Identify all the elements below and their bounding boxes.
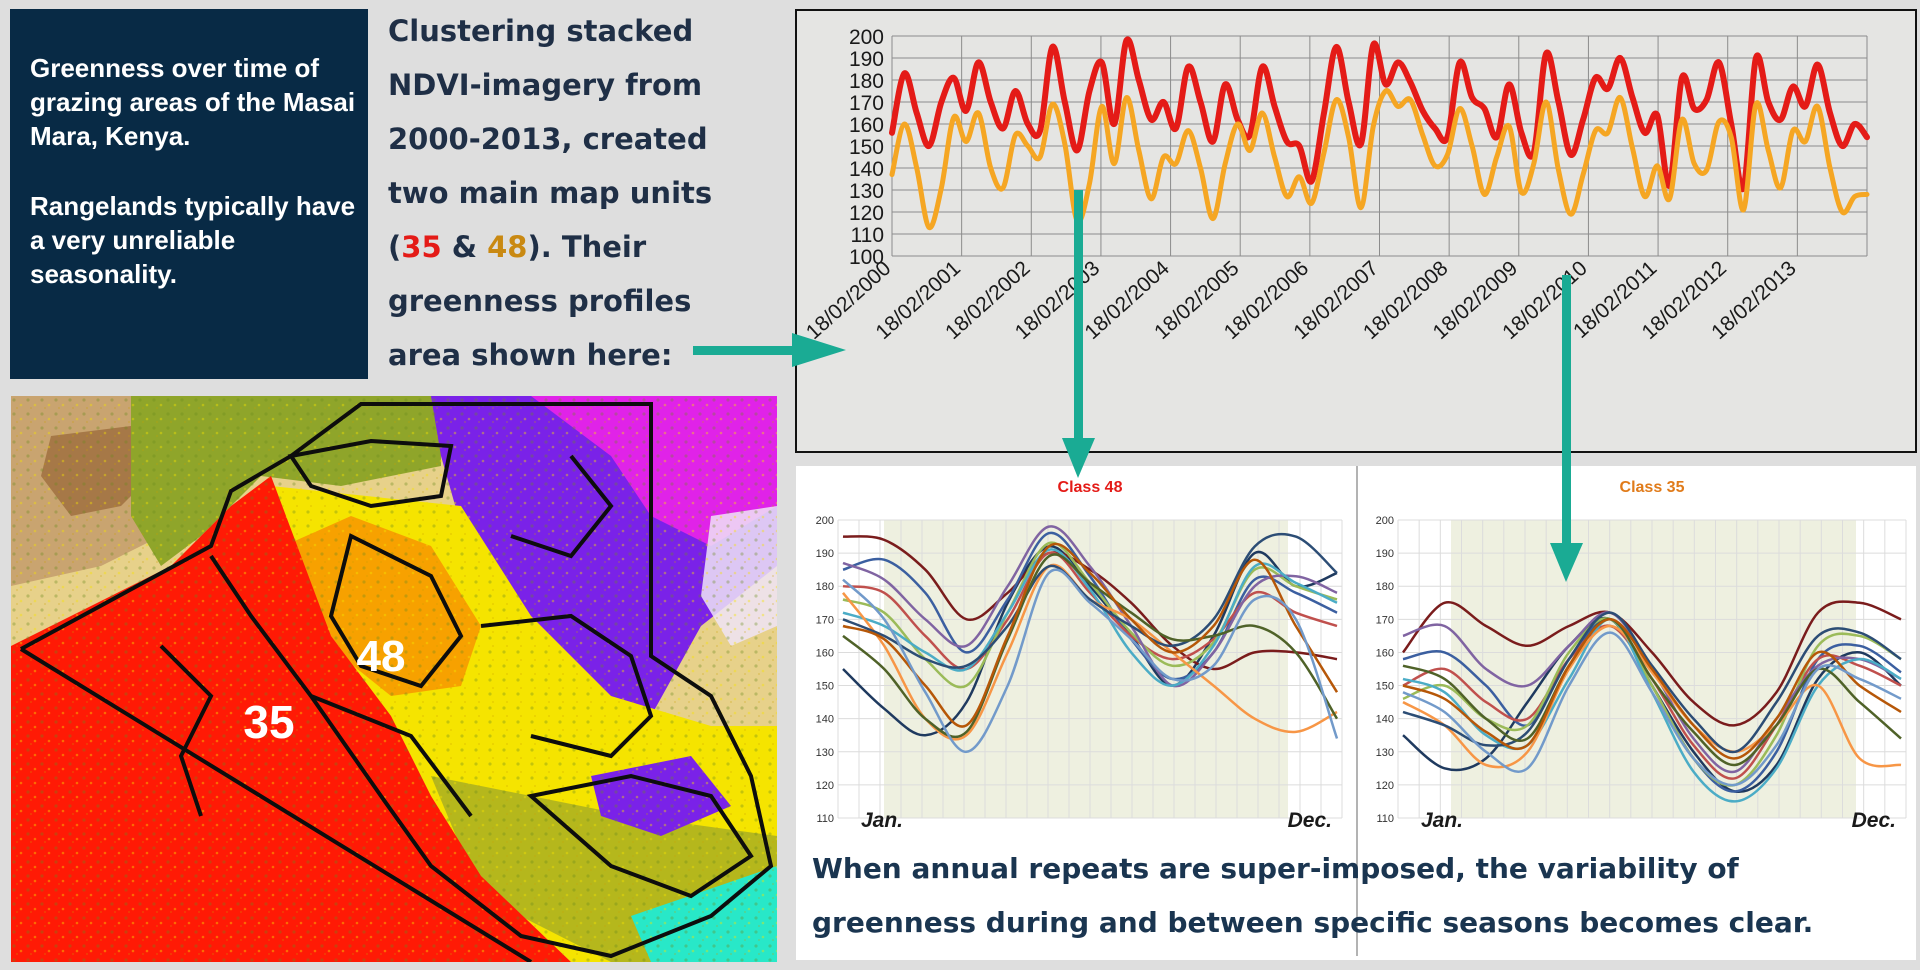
y-tick-label: 150	[849, 136, 884, 159]
class48-x-end-label: Dec.	[1288, 809, 1332, 832]
class48-x-start-label: Jan.	[861, 809, 903, 832]
class48-title: Class 48	[1058, 479, 1123, 496]
class48-series-line-11	[842, 568, 1339, 754]
open-paren: (	[388, 230, 402, 264]
class35-y-tick-label: 120	[1376, 780, 1394, 792]
class35-x-start-label: Jan.	[1421, 809, 1463, 832]
class48-y-tick-label: 110	[816, 813, 834, 825]
y-tick-label: 170	[849, 92, 884, 115]
class35-y-tick-label: 200	[1376, 515, 1394, 527]
class35-title: Class 35	[1620, 479, 1685, 496]
class35-series-line-10	[1402, 618, 1902, 760]
class48-series-line-10	[842, 542, 1339, 728]
class48-series-line-1	[842, 535, 1338, 671]
class48-series-line-3	[842, 551, 1338, 671]
y-tick-label: 110	[851, 224, 884, 247]
y-tick-label: 160	[849, 114, 884, 137]
map-boundaries	[19, 402, 774, 962]
class35-x-end-label: Dec.	[1852, 809, 1896, 832]
map-label-48: 48	[357, 632, 406, 681]
description-line: NDVI-imagery from	[388, 68, 703, 102]
class35-y-tick-label: 190	[1376, 548, 1394, 560]
class-48-label: 48	[487, 230, 528, 264]
description-line-classes: (35 & 48). Their	[388, 220, 748, 274]
series-line-1	[889, 88, 1870, 230]
map-label-35: 35	[243, 696, 294, 748]
class48-y-tick-label: 120	[816, 780, 834, 792]
class35-y-tick-label: 180	[1376, 581, 1394, 593]
class48-y-tick-label: 200	[816, 515, 834, 527]
class35-y-tick-label: 160	[1376, 647, 1394, 659]
series-line-0	[889, 36, 1870, 193]
class48-series-line-8	[842, 532, 1338, 669]
class35-series-line-11	[1402, 631, 1902, 787]
class35-y-tick-label: 140	[1376, 714, 1394, 726]
intro-box: Greenness over time of grazing areas of …	[10, 9, 368, 379]
description-line: two main map units	[388, 176, 713, 210]
class35-y-tick-label: 150	[1376, 681, 1394, 693]
timeseries-gridlines	[891, 35, 1868, 257]
intro-paragraph-2: Rangelands typically have a very unrelia…	[30, 191, 356, 289]
class35-y-tick-label: 130	[1376, 747, 1394, 759]
class35-y-tick-label: 170	[1376, 614, 1394, 626]
description-line: Clustering stacked	[388, 14, 694, 48]
class35-series-line-7	[1402, 624, 1902, 769]
annual-charts-panel: 110 120 130 140 150 160 170 180 190 200 Class 48 Ja…	[796, 466, 1916, 960]
class48-y-tick-label: 170	[816, 614, 834, 626]
summary-text: When annual repeats are super-imposed, t…	[812, 842, 1902, 950]
class48-series-line-2	[842, 531, 1338, 681]
class48-season-shade	[884, 520, 1288, 818]
y-tick-label: 120	[849, 202, 884, 225]
y-tick-label: 140	[849, 158, 884, 181]
masai-mara-map: 48 35	[11, 396, 777, 962]
summary-line-2: greenness during and between specific se…	[812, 906, 1814, 939]
annual-charts: 110 120 130 140 150 160 170 180 190 200 Class 48 Ja…	[816, 466, 1907, 956]
class48-y-tick-label: 130	[816, 747, 834, 759]
description-line: 2000-2013, created	[388, 122, 708, 156]
class48-series-line-0	[842, 545, 1338, 737]
map-panel: 48 35	[11, 396, 777, 962]
description-text: Clustering stacked NDVI-imagery from 200…	[388, 4, 748, 382]
class48-y-tick-label: 190	[816, 548, 834, 560]
summary-line-1: When annual repeats are super-imposed, t…	[812, 852, 1739, 885]
class48-y-tick-label: 150	[816, 681, 834, 693]
intro-paragraph-1: Greenness over time of grazing areas of …	[30, 53, 356, 151]
y-tick-label: 130	[849, 180, 884, 203]
description-line: area shown here:	[388, 338, 673, 372]
class48-y-tick-label: 180	[816, 581, 834, 593]
class48-series-line-5	[842, 525, 1338, 688]
class35-series-line-1	[1402, 600, 1902, 727]
class48-y-tick-label: 140	[816, 714, 834, 726]
class48-series-line-6	[842, 548, 1338, 687]
y-tick-label: 180	[849, 70, 884, 93]
y-tick-label: 190	[849, 48, 884, 71]
timeseries-chart: 10011012013014015016017018019020018/02/2…	[802, 26, 1870, 344]
class48-y-tick-label: 160	[816, 647, 834, 659]
timeseries-panel: 100 110 120 130 140 150 160 170 180 190 200 18/02/2…	[795, 9, 1917, 453]
class35-y-tick-label: 110	[1376, 813, 1394, 825]
ampersand: &	[441, 230, 488, 264]
description-line: greenness profiles	[388, 284, 692, 318]
y-tick-label: 100	[849, 246, 884, 269]
description-tail: ). Their	[527, 230, 647, 264]
class-35-label: 35	[401, 230, 442, 264]
class48-series-line-9	[842, 553, 1339, 739]
class35-series-line-8	[1402, 611, 1902, 754]
y-tick-label: 200	[849, 26, 884, 49]
